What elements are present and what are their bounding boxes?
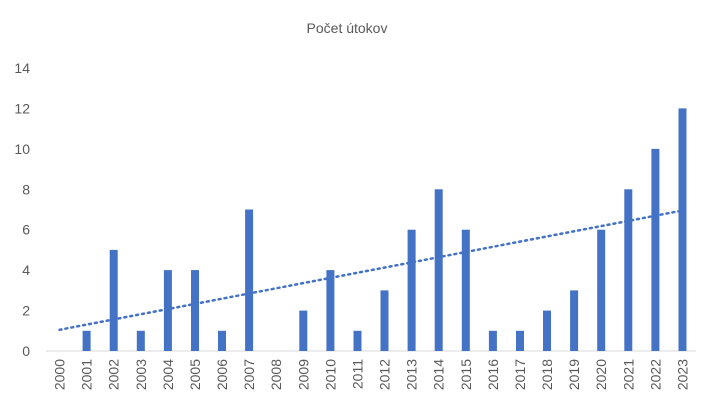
x-tick-label-2002: 2002 (106, 359, 122, 390)
bar-2001 (82, 330, 91, 351)
x-tick-label-2010: 2010 (322, 359, 338, 390)
y-tick-label-14: 14 (14, 60, 30, 76)
bar-2021 (624, 189, 633, 351)
x-axis-ticks: 2000 2001 2002 2003 2004 2005 2006 2007 2008 2009… (52, 359, 691, 390)
bar-2010 (326, 270, 335, 351)
bar-2022 (651, 148, 660, 351)
y-tick-label-2: 2 (22, 303, 30, 319)
bar-2023 (678, 108, 687, 352)
y-axis-ticks: 0 2 4 6 8 10 12 14 (14, 60, 30, 359)
y-tick-label-0: 0 (22, 343, 30, 359)
x-tick-label-2005: 2005 (187, 359, 203, 390)
y-tick-label-8: 8 (22, 181, 30, 197)
bar-2013 (407, 229, 416, 351)
bar-2020 (597, 229, 606, 351)
x-tick-label-2012: 2012 (377, 359, 393, 390)
x-tick-label-2011: 2011 (350, 359, 366, 389)
x-tick-label-2007: 2007 (241, 359, 257, 390)
x-tick-label-2022: 2022 (647, 359, 663, 390)
bar-2005 (191, 270, 199, 351)
bar-2007 (245, 209, 254, 351)
x-tick-label-2016: 2016 (485, 359, 501, 390)
bar-2018 (543, 310, 551, 351)
x-tick-label-2017: 2017 (512, 359, 528, 390)
x-tick-label-2014: 2014 (431, 359, 447, 390)
chart-title: Počet útokov (307, 20, 388, 36)
x-tick-label-2020: 2020 (593, 359, 609, 390)
x-tick-label-2008: 2008 (268, 359, 284, 390)
x-tick-label-2021: 2021 (620, 359, 636, 390)
x-tick-label-2009: 2009 (295, 359, 311, 390)
x-tick-label-2015: 2015 (458, 359, 474, 390)
y-tick-label-6: 6 (22, 222, 30, 238)
x-tick-label-2019: 2019 (566, 359, 582, 390)
bars-group (82, 108, 687, 352)
bar-2012 (380, 290, 389, 351)
y-tick-label-4: 4 (22, 262, 30, 278)
x-tick-label-2018: 2018 (539, 359, 555, 390)
x-tick-label-2013: 2013 (404, 359, 420, 390)
x-tick-label-2003: 2003 (133, 359, 149, 390)
bar-2014 (434, 189, 443, 351)
bar-2006 (218, 330, 226, 351)
bar-2011 (353, 330, 362, 351)
bar-2019 (570, 290, 579, 351)
bar-2003 (136, 330, 145, 351)
x-tick-label-2001: 2001 (79, 359, 95, 390)
bar-2002 (109, 249, 118, 351)
x-tick-label-2023: 2023 (675, 359, 691, 390)
x-tick-label-2000: 2000 (52, 359, 68, 390)
x-tick-label-2006: 2006 (214, 359, 230, 390)
bar-2017 (516, 330, 524, 351)
bar-2016 (488, 330, 497, 351)
x-tick-label-2004: 2004 (160, 359, 176, 390)
y-tick-label-12: 12 (14, 100, 30, 116)
y-tick-label-10: 10 (14, 141, 30, 157)
bar-2004 (163, 270, 172, 351)
trendline-group (58, 209, 684, 332)
trendline (58, 209, 684, 332)
bar-2009 (299, 310, 308, 351)
bar-2015 (461, 229, 470, 351)
